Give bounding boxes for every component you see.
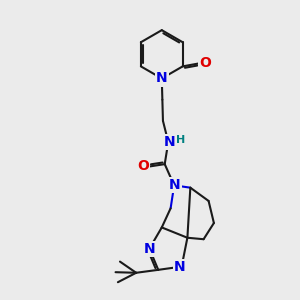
Text: N: N: [174, 260, 185, 274]
Text: N: N: [163, 135, 175, 149]
Text: O: O: [137, 160, 149, 173]
Text: N: N: [144, 242, 155, 256]
Text: O: O: [200, 56, 211, 70]
Text: N: N: [169, 178, 181, 192]
Text: N: N: [156, 71, 168, 85]
Text: H: H: [176, 135, 185, 145]
